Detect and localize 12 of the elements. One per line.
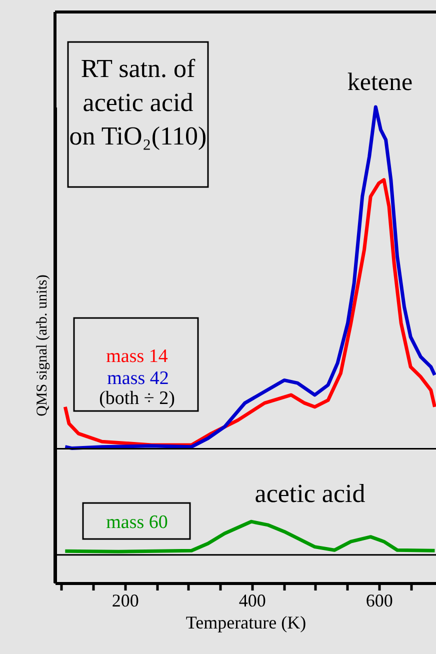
y-axis-title: QMS signal (arb. units) [34,274,50,416]
series-label: mass 60 [106,512,168,533]
x-axis-title: Temperature (K) [186,612,306,632]
annotation: RT satn. of acetic acid on TiO₂(110) [69,54,207,151]
annotation: acetic acid [254,479,366,508]
text: ketene [347,69,413,96]
text: mass 42 [107,368,169,389]
x-tick-label: 200 [112,590,139,610]
x-tick-label: 400 [238,590,266,610]
text: mass 14 [106,346,168,367]
annotation: (both ÷ 2) [99,388,175,409]
x-tick-label: 600 [366,590,393,610]
